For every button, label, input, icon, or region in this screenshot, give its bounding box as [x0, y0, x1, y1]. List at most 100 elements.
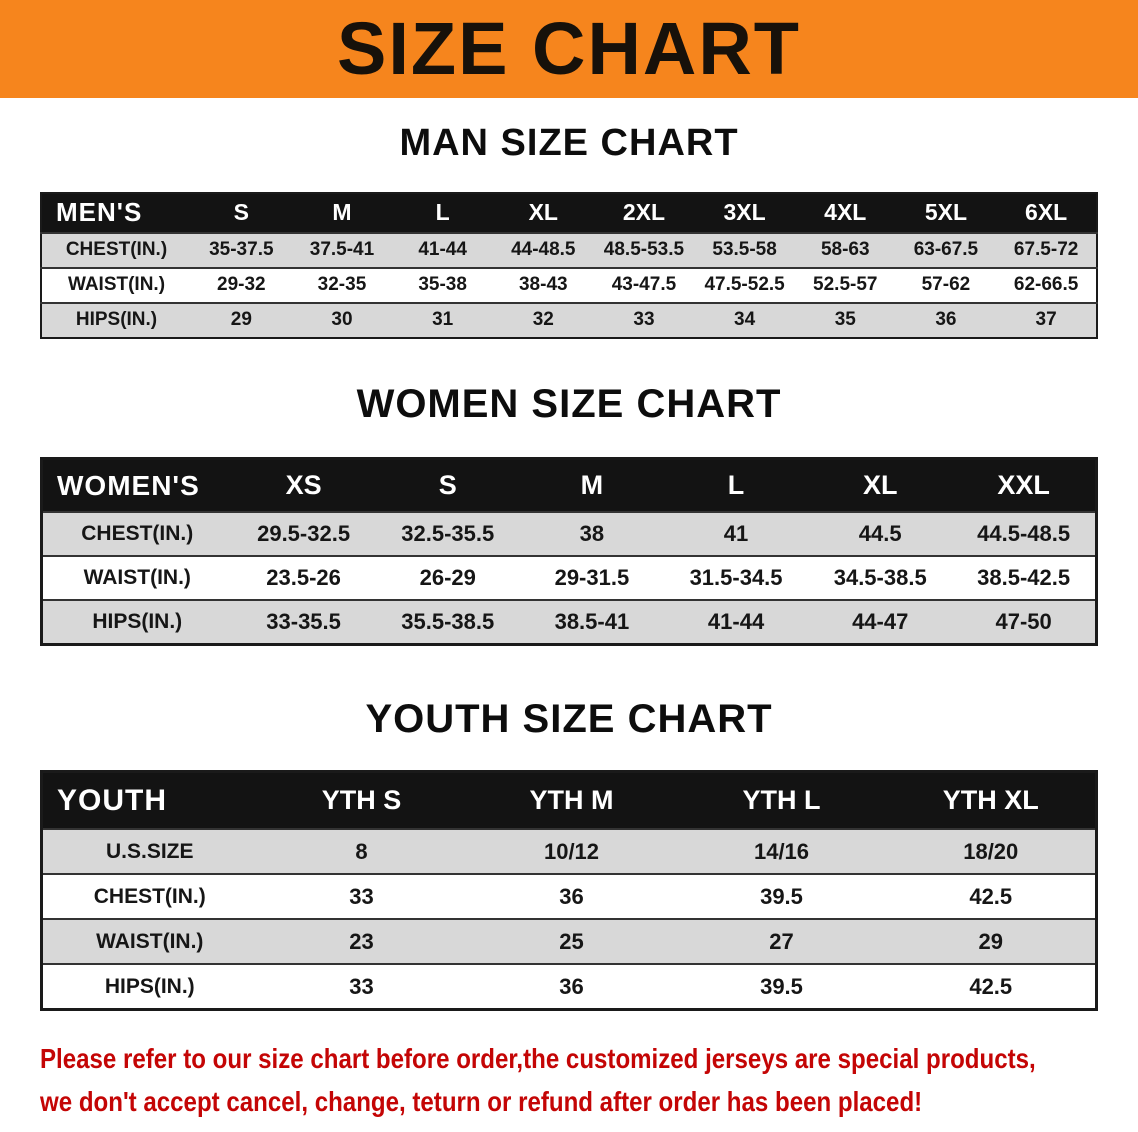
size-column-header: S — [191, 192, 292, 233]
women-section-heading: WOMEN SIZE CHART — [356, 381, 782, 426]
size-column-header: 4XL — [794, 192, 896, 233]
measurement-label: HIPS(IN.) — [75, 309, 158, 331]
measurement-row: WAIST(IN.) 29-32 32-35 35-38 38-43 43-47.5 47.… — [41, 267, 1097, 303]
size-value-cell: 34.5-38.5 — [833, 565, 927, 591]
size-value-cell: 30 — [331, 309, 353, 331]
women-size-section: WOMEN SIZE CHART WOMEN'S XS S M L XL XXL CHEST(… — [0, 383, 1138, 646]
size-value-cell: 38.5-41 — [554, 609, 630, 635]
size-column-header: 3XL — [694, 192, 795, 233]
measurement-row: WAIST(IN.) 23 25 27 29 — [41, 919, 1097, 965]
size-value-cell: 33 — [349, 883, 374, 909]
disclaimer-line-1: Please refer to our size chart before or… — [40, 1042, 1036, 1074]
size-value-cell: 42.5 — [969, 883, 1013, 909]
size-value-cell: 57-62 — [921, 274, 971, 296]
size-value-cell: 47-50 — [995, 609, 1052, 635]
size-chart-banner: SIZE CHART — [0, 0, 1138, 98]
size-column-header: L — [392, 192, 493, 233]
men-size-table: MEN'S S M L XL 2XL 3XL 4XL 5XL 6XL CHEST(IN.) 35-37… — [40, 191, 1098, 339]
men-size-section: MAN SIZE CHART MEN'S S M L XL 2XL 3XL 4XL 5XL 6XL… — [0, 123, 1138, 339]
size-column-header: YTH M — [466, 771, 677, 830]
measurement-row: WAIST(IN.) 23.5-26 26-29 29-31.5 31.5-34.5 34… — [41, 556, 1097, 600]
size-value-cell: 39.5 — [760, 883, 803, 909]
size-value-cell: 41-44 — [707, 609, 765, 635]
size-value-cell: 41-44 — [418, 239, 467, 261]
measurement-row: HIPS(IN.) 29 30 31 32 33 34 35 36 37 — [41, 302, 1097, 338]
size-value-cell: 32.5-35.5 — [401, 521, 495, 547]
measurement-label: HIPS(IN.) — [92, 610, 183, 634]
size-value-cell: 38.5-42.5 — [977, 565, 1071, 591]
measurement-row: HIPS(IN.) 33-35.5 35.5-38.5 38.5-41 41-44 44-… — [41, 600, 1097, 645]
size-value-cell: 52.5-57 — [813, 274, 878, 296]
size-value-cell: 31.5-34.5 — [689, 565, 783, 591]
women-size-table: WOMEN'S XS S M L XL XXL CHEST(IN.) 29.5-32.5 32.5… — [40, 456, 1098, 646]
size-column-header: YTH L — [676, 771, 887, 830]
size-value-cell: 38-43 — [518, 274, 568, 296]
size-value-cell: 44-48.5 — [511, 239, 576, 261]
measurement-row: CHEST(IN.) 33 36 39.5 42.5 — [41, 874, 1097, 919]
youth-section-heading: YOUTH SIZE CHART — [365, 696, 773, 741]
size-value-cell: 36 — [935, 309, 957, 331]
size-value-cell: 39.5 — [760, 973, 803, 999]
size-value-cell: 29-31.5 — [554, 565, 630, 591]
youth-size-table: YOUTH YTH S YTH M YTH L YTH XL U.S.SIZE 8 10/12… — [40, 769, 1098, 1011]
measurement-row: CHEST(IN.) 29.5-32.5 32.5-35.5 38 41 44.5 44.5… — [41, 512, 1097, 557]
size-value-cell: 29.5-32.5 — [257, 521, 351, 547]
size-value-cell: 18/20 — [963, 838, 1019, 864]
size-value-cell: 32 — [532, 309, 554, 331]
size-value-cell: 27 — [769, 928, 794, 954]
table-header-row: WOMEN'S XS S M L XL XXL — [41, 458, 1097, 513]
size-value-cell: 36 — [559, 973, 584, 999]
size-value-cell: 25 — [559, 928, 584, 954]
table-corner-label: WOMEN'S — [41, 458, 232, 513]
disclaimer-line-2: we don't accept cancel, change, teturn o… — [40, 1086, 923, 1118]
size-value-cell: 33-35.5 — [266, 609, 341, 635]
size-column-header: YTH S — [256, 771, 467, 830]
size-value-cell: 63-67.5 — [913, 239, 979, 261]
measurement-row: CHEST(IN.) 35-37.5 37.5-41 41-44 44-48.5 48.5… — [41, 232, 1097, 268]
size-column-header: M — [519, 458, 664, 513]
size-value-cell: 42.5 — [969, 973, 1013, 999]
size-value-cell: 35-38 — [418, 274, 467, 296]
size-value-cell: 36 — [559, 883, 584, 909]
size-value-cell: 10/12 — [543, 838, 600, 864]
size-value-cell: 44.5-48.5 — [977, 521, 1071, 547]
size-column-header: L — [663, 458, 809, 513]
size-column-header: M — [291, 192, 393, 233]
size-value-cell: 29 — [978, 928, 1003, 954]
size-value-cell: 35.5-38.5 — [401, 609, 495, 635]
measurement-row: U.S.SIZE 8 10/12 14/16 18/20 — [41, 829, 1097, 875]
size-column-header: 2XL — [593, 192, 695, 233]
size-column-header: 6XL — [996, 192, 1097, 233]
size-value-cell: 62-66.5 — [1013, 274, 1079, 296]
measurement-label: WAIST(IN.) — [96, 929, 204, 953]
size-value-cell: 37 — [1035, 309, 1057, 331]
table-corner-label: MEN'S — [41, 192, 191, 233]
size-value-cell: 29-32 — [217, 274, 266, 296]
table-header-row: MEN'S S M L XL 2XL 3XL 4XL 5XL 6XL — [41, 192, 1097, 233]
table-header-row: YOUTH YTH S YTH M YTH L YTH XL — [41, 771, 1097, 830]
table-corner-label: YOUTH — [41, 771, 257, 830]
size-value-cell: 67.5-72 — [1013, 239, 1079, 261]
size-value-cell: 53.5-58 — [712, 239, 777, 261]
measurement-label: WAIST(IN.) — [67, 274, 166, 296]
size-value-cell: 37.5-41 — [309, 239, 375, 261]
size-value-cell: 44.5 — [858, 521, 902, 547]
size-value-cell: 32-35 — [317, 274, 367, 296]
measurement-label: CHEST(IN.) — [81, 522, 194, 546]
measurement-label: HIPS(IN.) — [104, 974, 195, 998]
measurement-label: U.S.SIZE — [105, 839, 194, 863]
size-column-header: XS — [231, 458, 376, 513]
size-value-cell: 41 — [723, 521, 749, 547]
size-value-cell: 34 — [734, 309, 756, 331]
size-column-header: 5XL — [895, 192, 997, 233]
size-value-cell: 58-63 — [820, 239, 870, 261]
measurement-label: CHEST(IN.) — [93, 884, 206, 908]
size-column-header: XL — [492, 192, 594, 233]
size-value-cell: 26-29 — [419, 565, 476, 591]
size-column-header: S — [375, 458, 520, 513]
size-value-cell: 8 — [355, 838, 368, 864]
size-value-cell: 23.5-26 — [266, 565, 341, 591]
size-value-cell: 33 — [349, 973, 374, 999]
youth-size-section: YOUTH SIZE CHART YOUTH YTH S YTH M YTH L YTH… — [0, 698, 1138, 1011]
footer-disclaimer: Please refer to our size chart before or… — [40, 1037, 1138, 1124]
